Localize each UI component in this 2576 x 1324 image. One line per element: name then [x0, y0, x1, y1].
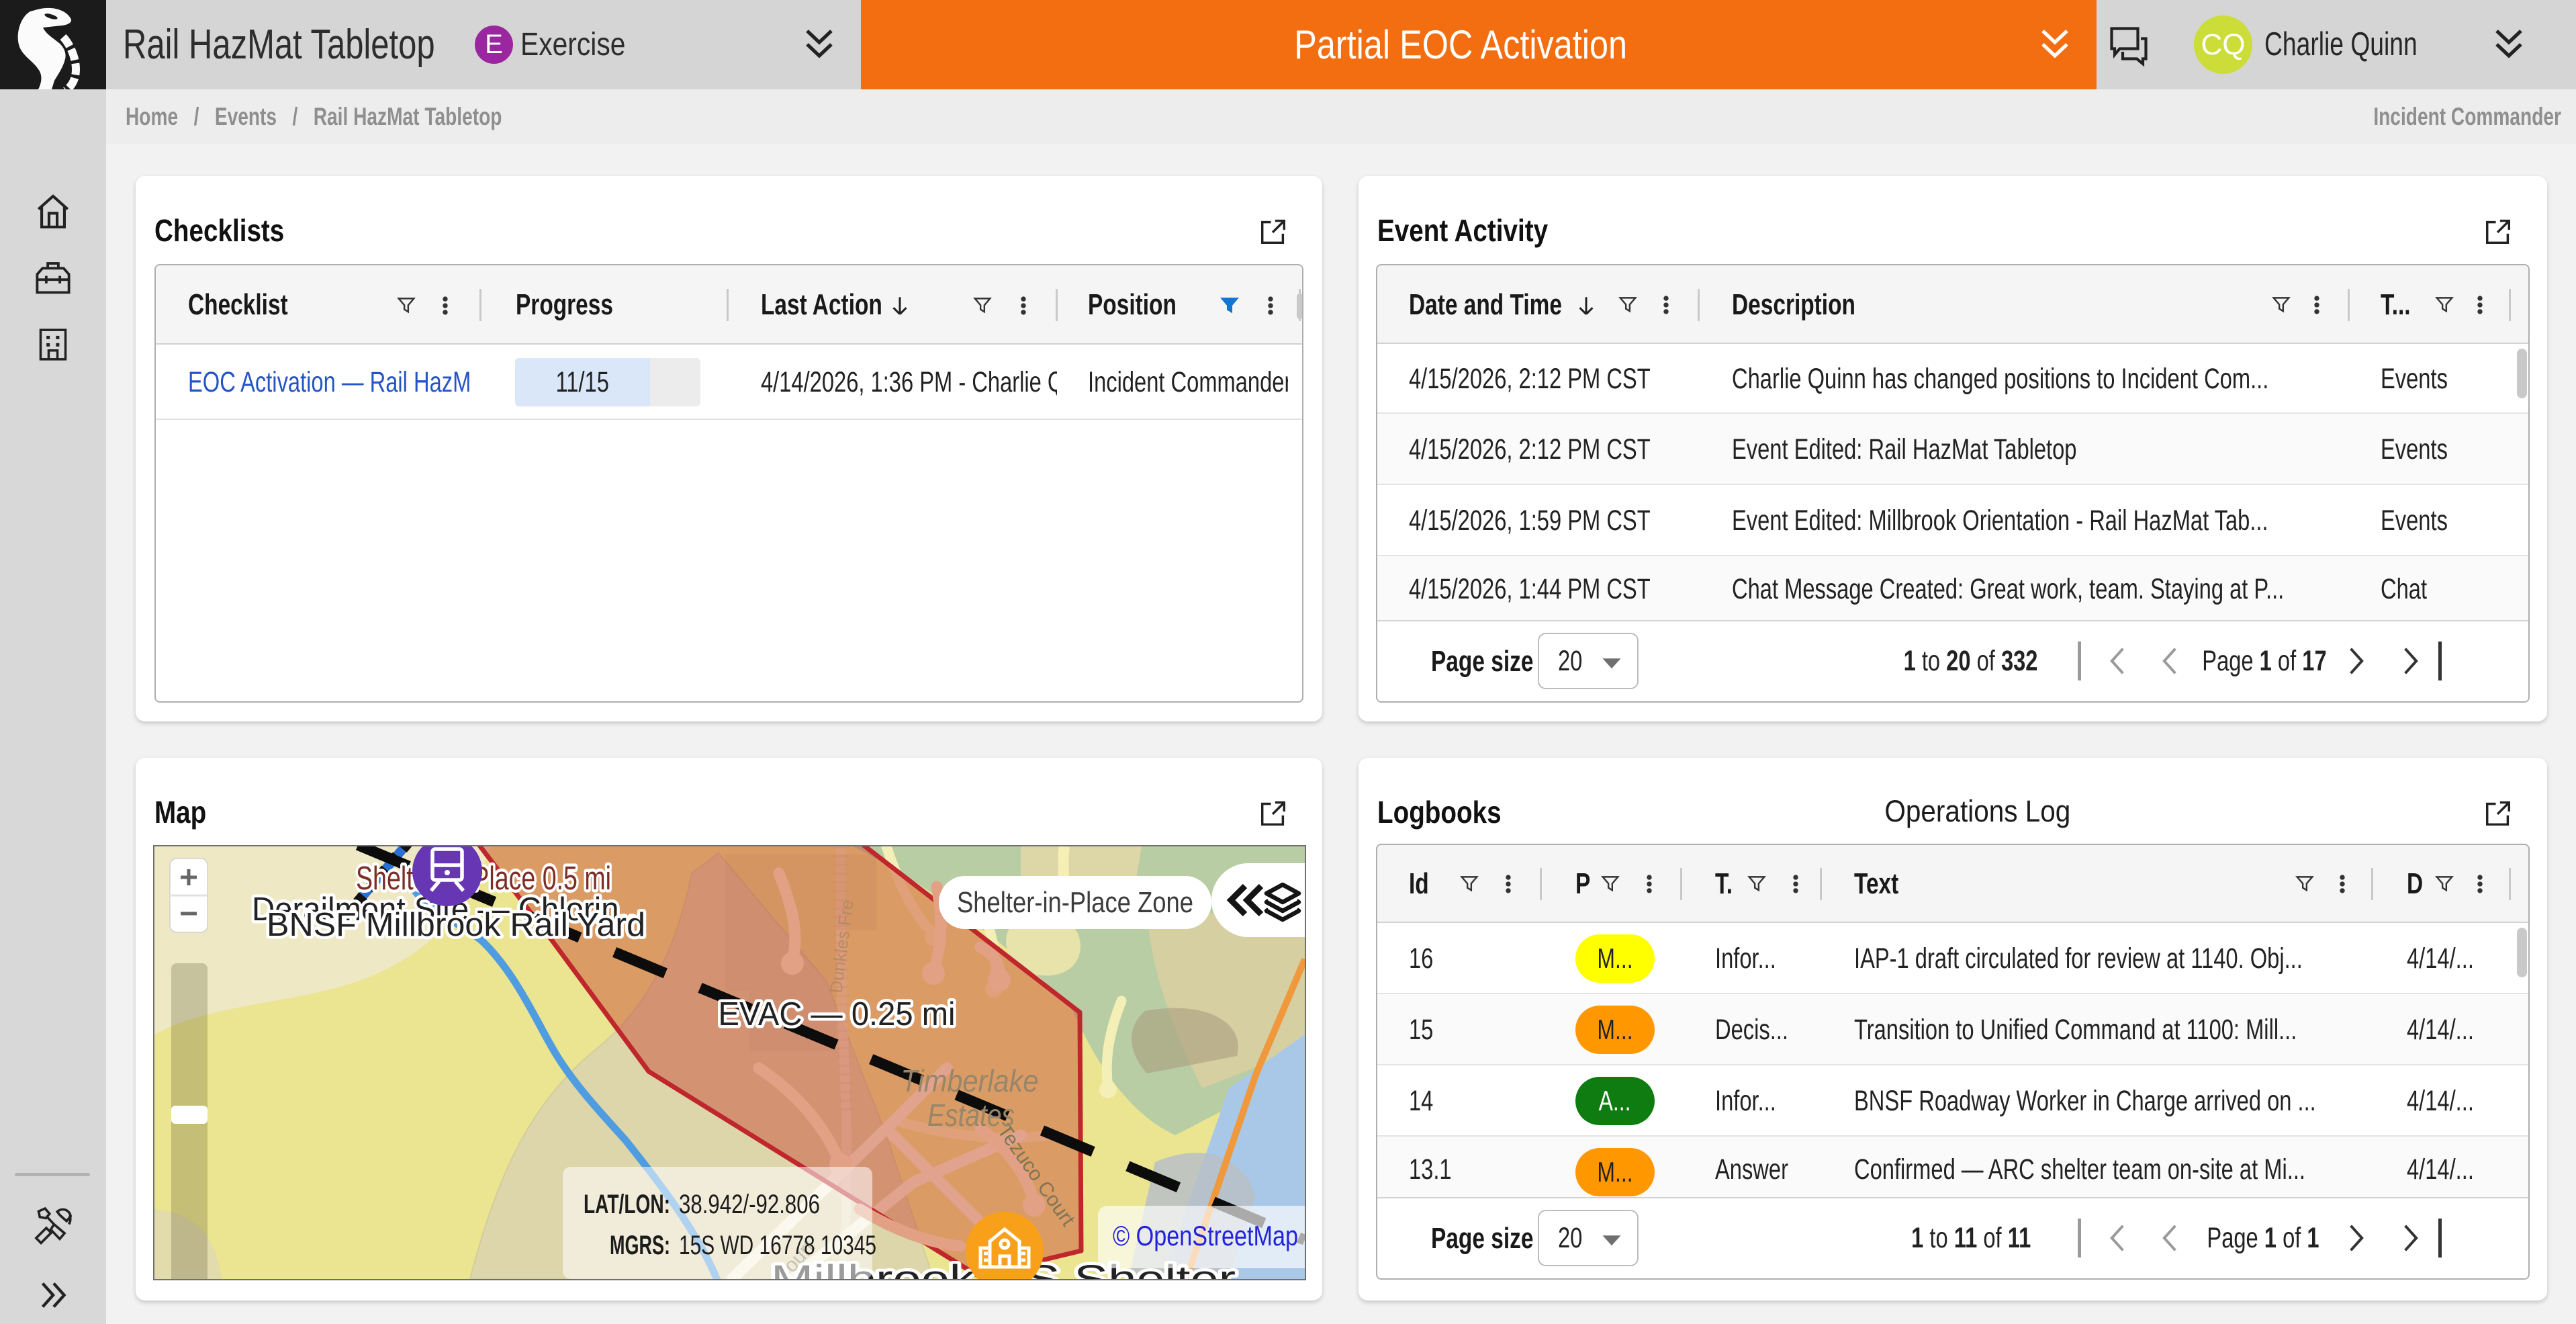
svg-text:Timberlake: Timberlake: [901, 1063, 1039, 1098]
svg-text:Shelter-in-Place Zone: Shelter-in-Place Zone: [957, 886, 1193, 919]
svg-text:MGRS:: MGRS:: [610, 1231, 670, 1260]
svg-text:15S WD 16778 10345: 15S WD 16778 10345: [679, 1231, 876, 1260]
svg-text:38.942/-92.806: 38.942/-92.806: [679, 1190, 820, 1219]
svg-text:EVAC — 0.25 mi: EVAC — 0.25 mi: [719, 996, 956, 1032]
svg-text:BNSF Millbrook Rail Yard: BNSF Millbrook Rail Yard: [267, 907, 645, 943]
svg-text:© OpenStreetMap: © OpenStreetMap: [1113, 1220, 1298, 1251]
svg-text:Estates: Estates: [927, 1098, 1015, 1133]
svg-text:Shelter-in-Place 0.5 mi: Shelter-in-Place 0.5 mi: [356, 860, 611, 897]
svg-text:LAT/LON:: LAT/LON:: [584, 1190, 670, 1219]
